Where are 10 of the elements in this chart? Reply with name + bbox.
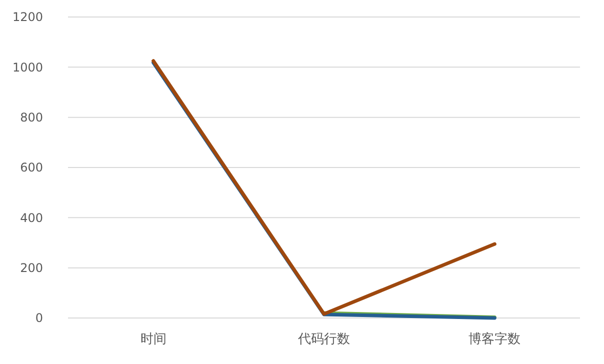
y-tick-label: 0 [35, 311, 43, 326]
x-tick-label: 时间 [140, 332, 166, 347]
x-tick-label: 代码行数 [297, 332, 350, 347]
y-tick-label: 800 [20, 110, 43, 125]
y-tick-label: 1200 [12, 10, 43, 24]
y-tick-label: 1000 [12, 60, 43, 74]
x-tick-label: 博客字数 [468, 331, 521, 347]
y-tick-label: 200 [20, 261, 43, 276]
y-tick-label: 400 [20, 210, 43, 225]
y-tick-label: 600 [20, 160, 43, 175]
